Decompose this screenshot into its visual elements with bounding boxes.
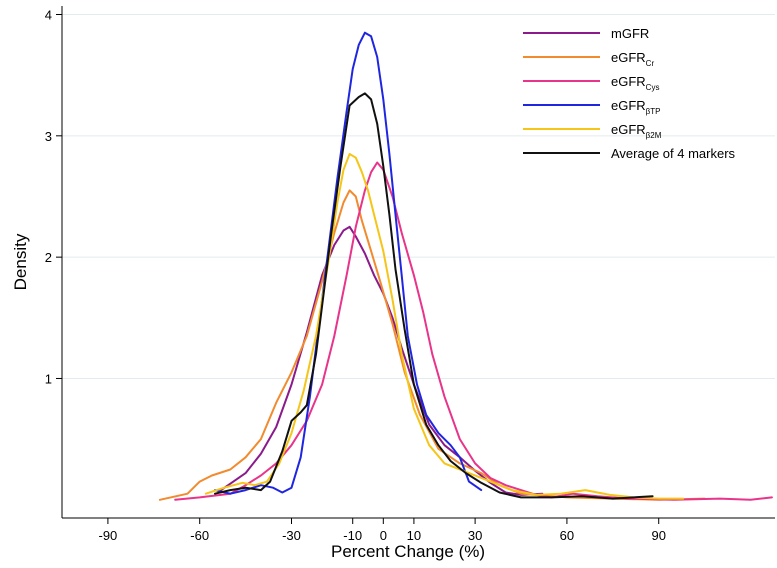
y-tick-label: 2 [45,250,52,265]
grid-layer [62,13,775,379]
y-tick-label: 3 [45,129,52,144]
series-layer [158,31,773,501]
x-axis-title: Percent Change (%) [331,542,485,561]
x-tick-label: 90 [651,528,665,543]
x-tick-label: -60 [190,528,209,543]
series-line-3 [214,31,483,495]
legend-label-0: mGFR [611,26,649,41]
x-tick-label: -30 [282,528,301,543]
series-line-1 [158,189,706,501]
legend-label-5: Average of 4 markers [611,146,736,161]
y-axis-title: Density [11,233,30,290]
series-line-0 [220,225,544,496]
legend: mGFR eGFRCr eGFRCys eGFRβTP eGFRβ2M Average o… [523,26,736,161]
x-tick-label: 60 [560,528,574,543]
series-line-5 [214,92,654,500]
legend-label-2: eGFRCys [611,74,659,92]
axes-layer: 1 2 3 4 -90 -60 -30 -10 0 10 30 60 90 [45,6,775,543]
x-tick-label: 0 [380,528,387,543]
legend-label-1: eGFRCr [611,50,654,68]
series-line-2 [174,161,773,501]
y-tick-label: 1 [45,371,52,386]
legend-label-4: eGFRβ2M [611,122,662,140]
series-line-4 [204,153,685,500]
x-tick-label: 30 [468,528,482,543]
x-tick-label: -10 [343,528,362,543]
x-tick-label: 10 [407,528,421,543]
x-tick-label: -90 [99,528,118,543]
y-tick-label: 4 [45,7,52,22]
legend-label-3: eGFRβTP [611,98,661,116]
